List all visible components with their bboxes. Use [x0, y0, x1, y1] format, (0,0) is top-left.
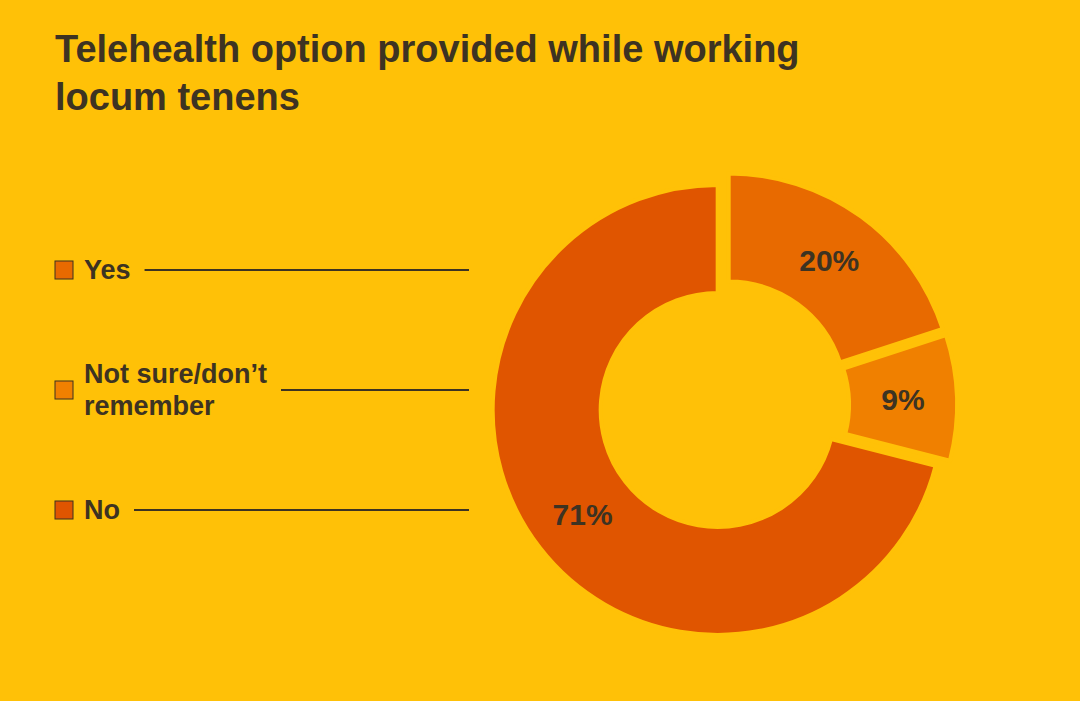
legend-label-line: remember — [84, 391, 215, 421]
legend-item: Not sure/don’tremember — [55, 359, 469, 421]
legend-label-line: No — [84, 495, 120, 525]
legend-item: No — [55, 495, 469, 525]
title-line: Telehealth option provided while working — [55, 28, 800, 70]
legend-swatch — [55, 261, 73, 279]
title: Telehealth option provided while working… — [55, 28, 800, 118]
data-label: 71% — [553, 498, 613, 531]
legend-swatch — [55, 381, 73, 399]
chart-svg: Telehealth option provided while working… — [0, 0, 1080, 701]
data-label: 9% — [881, 383, 924, 416]
legend-item: Yes — [55, 255, 469, 285]
slice — [493, 185, 936, 635]
donut — [493, 174, 957, 635]
slice — [729, 174, 943, 363]
legend-line — [281, 389, 469, 391]
slice — [843, 335, 957, 460]
background — [0, 0, 1080, 701]
data-label: 20% — [799, 244, 859, 277]
data-labels: 20% 9% 71% — [553, 244, 925, 532]
title-line: locum tenens — [55, 76, 300, 118]
legend-label: No — [84, 495, 120, 525]
legend-label: Not sure/don’tremember — [84, 359, 267, 421]
legend: Yes Not sure/don’tremember No — [55, 255, 469, 525]
legend-label: Yes — [84, 255, 131, 285]
legend-line — [145, 269, 469, 271]
legend-label-line: Yes — [84, 255, 131, 285]
legend-line — [134, 509, 469, 511]
legend-label-line: Not sure/don’t — [84, 359, 267, 389]
legend-swatch — [55, 501, 73, 519]
